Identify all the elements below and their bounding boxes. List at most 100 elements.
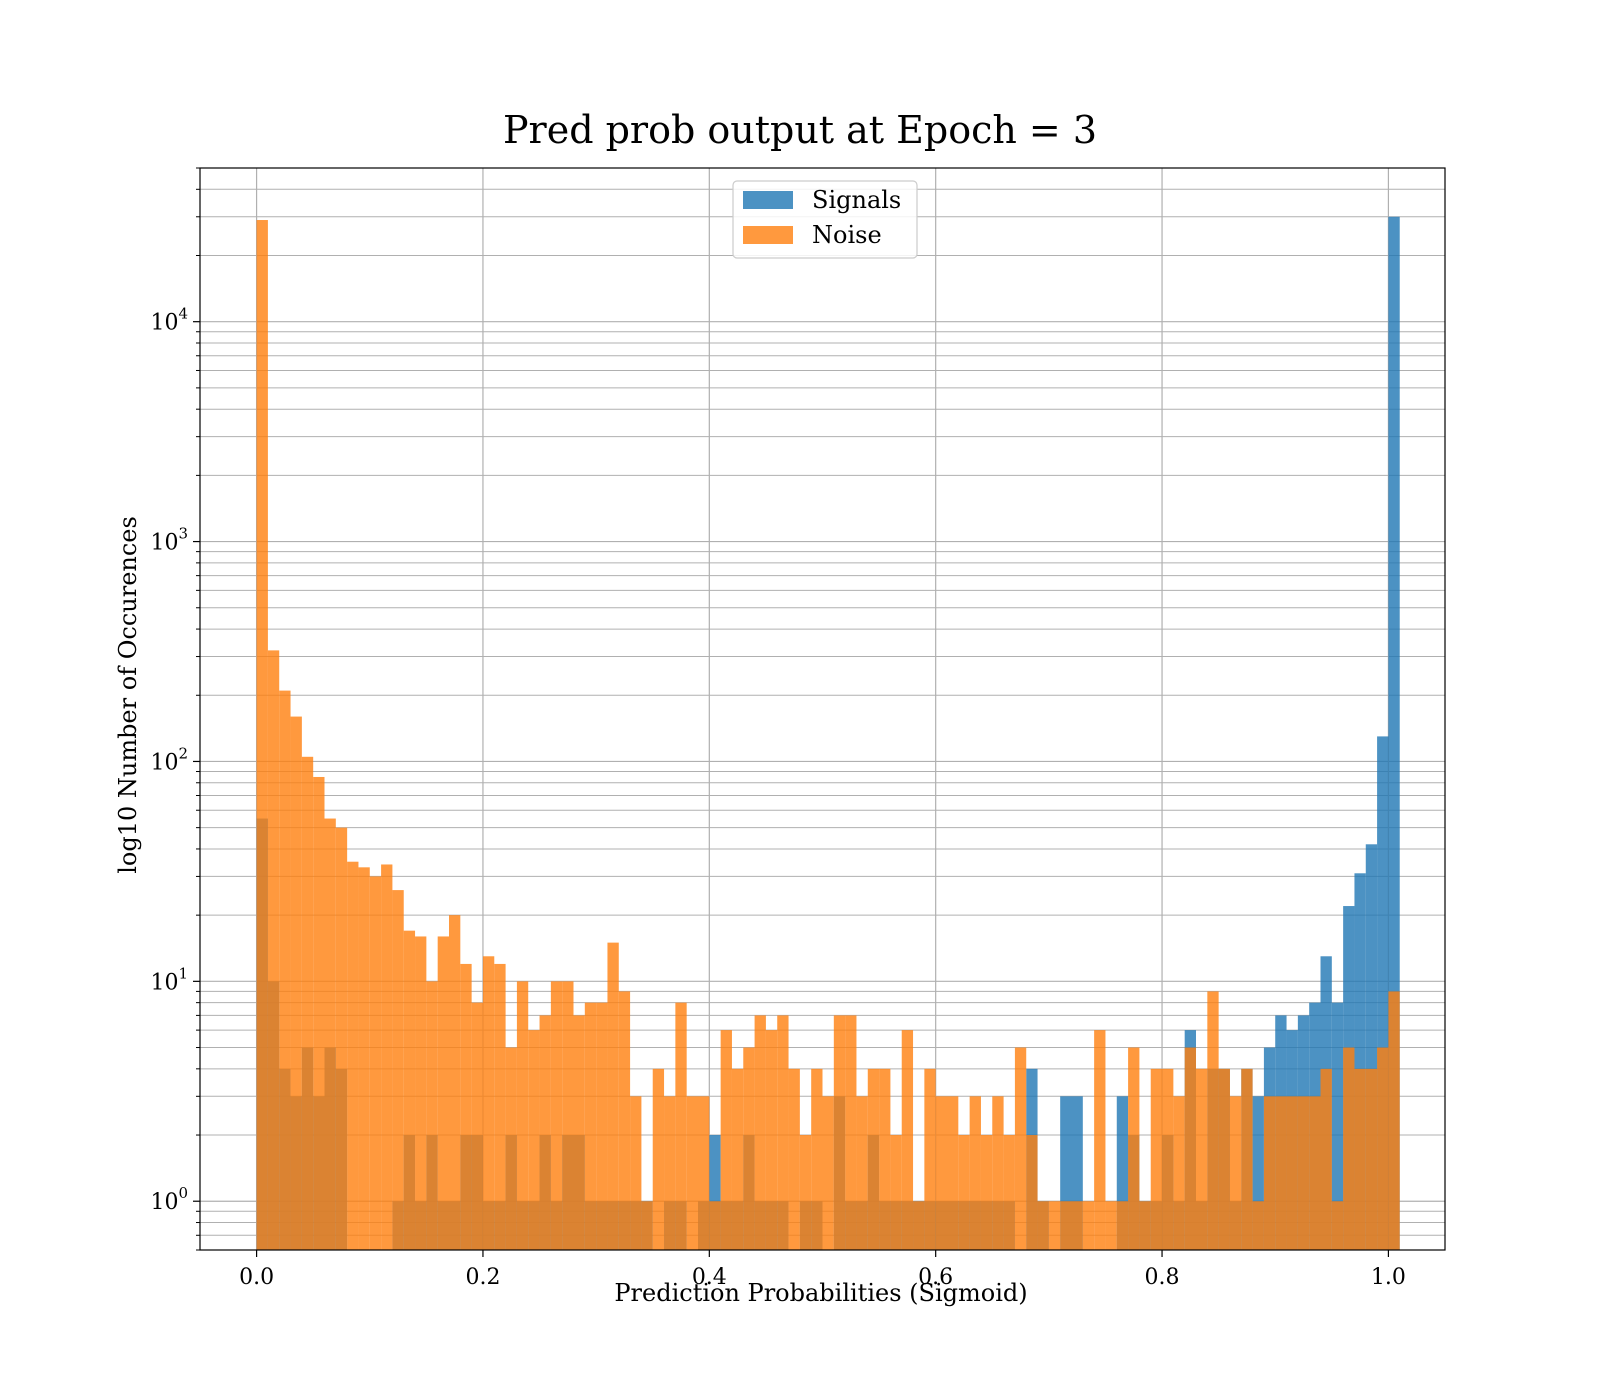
histogram-bar (1184, 1047, 1196, 1250)
histogram-bar (381, 864, 393, 1250)
histogram-bar (1343, 1047, 1355, 1250)
x-tick-label: 0.0 (239, 1265, 274, 1290)
histogram-bar (505, 1047, 517, 1250)
histogram-bar (969, 1096, 981, 1250)
histogram-bar (335, 827, 348, 1250)
histogram-bar (618, 991, 631, 1250)
histogram-bar (777, 1015, 789, 1250)
histogram-bar (652, 1068, 665, 1250)
x-tick-label: 1.0 (1371, 1265, 1406, 1290)
histogram-bar (392, 890, 404, 1250)
histogram-bar (867, 1068, 880, 1250)
legend-swatch-signals (743, 191, 793, 209)
histogram-bar (675, 1002, 687, 1250)
histogram-bar (1173, 1096, 1185, 1250)
histogram-bar (279, 690, 291, 1250)
histogram-bar (1139, 1201, 1151, 1250)
histogram-bar (641, 1201, 653, 1250)
histogram-bar (267, 650, 280, 1250)
histogram-bar (460, 963, 472, 1250)
histogram-bar (596, 1002, 608, 1250)
histogram-bar (1252, 1201, 1264, 1250)
histogram-bar (1037, 1201, 1049, 1250)
histogram-bar (449, 915, 461, 1250)
histogram-bar (607, 942, 619, 1250)
histogram-bar (1026, 1135, 1038, 1250)
histogram-bar (845, 1015, 857, 1250)
histogram-bar (664, 1096, 676, 1250)
histogram-bar (471, 1002, 483, 1250)
histogram-bar (1071, 1201, 1083, 1250)
histogram-bar (833, 1015, 846, 1250)
histogram-bar (720, 1030, 732, 1250)
histogram-bar (494, 963, 506, 1250)
histogram-bar (1365, 1068, 1378, 1250)
histogram-bar (822, 1096, 834, 1250)
histogram-bar (1286, 1096, 1298, 1250)
histogram-bar (1377, 736, 1389, 1250)
y-tick-label: 104 (150, 305, 188, 336)
ticks-layer: 0.0 0.2 0.4 0.6 0.8 1.0 100 101 102 103 104 (150, 167, 1406, 1290)
y-axis-label: log10 Number of Occurences (114, 516, 142, 874)
histogram-bar (992, 1096, 1004, 1250)
histogram-bar (1128, 1047, 1140, 1250)
histogram-bar (1229, 1096, 1242, 1250)
x-tick-label: 0.2 (465, 1265, 500, 1290)
histogram-bar (1196, 1068, 1208, 1250)
histogram-bar (301, 756, 314, 1250)
histogram-bar (1060, 1201, 1072, 1250)
y-tick-label: 101 (150, 964, 188, 995)
histogram-bar (1048, 1201, 1061, 1250)
histogram-bar (290, 716, 302, 1250)
histogram-bar (347, 861, 359, 1250)
histogram-bar (1388, 991, 1400, 1250)
histogram-bar (1014, 1047, 1027, 1250)
x-tick-label: 0.4 (692, 1265, 727, 1290)
histogram-bar (1297, 1096, 1310, 1250)
histogram-bar (788, 1068, 800, 1250)
legend-label-noise: Noise (812, 221, 882, 249)
histogram-bar (799, 1135, 812, 1250)
histogram-bar (731, 1068, 744, 1250)
histogram-bar (879, 1068, 891, 1250)
histogram-bar (935, 1096, 947, 1250)
x-axis-label: Prediction Probabilities (Sigmoid) (614, 1279, 1027, 1307)
histogram-bar (482, 956, 495, 1250)
chart-title: Pred prob output at Epoch = 3 (503, 108, 1097, 152)
histogram-bar (1094, 1030, 1106, 1250)
histogram-bar (256, 220, 268, 1250)
histogram-bar (1365, 844, 1378, 1250)
histogram-bar (709, 1135, 721, 1250)
histogram-bar (980, 1135, 993, 1250)
noise-bars (256, 220, 1400, 1250)
histogram-bar (765, 1030, 778, 1250)
histogram-bar (1331, 1201, 1344, 1250)
histogram-bar (573, 1015, 585, 1250)
histogram-bar (686, 1096, 698, 1250)
histogram-bar (709, 1201, 721, 1250)
histogram-bar (516, 981, 529, 1250)
histogram-bar (313, 776, 325, 1250)
histogram-bar (1354, 873, 1366, 1250)
histogram-bar (1162, 1068, 1174, 1250)
legend-swatch-noise (743, 226, 793, 244)
histogram-bar (1377, 1047, 1389, 1250)
y-tick-label: 100 (150, 1184, 188, 1215)
histogram-bar (1252, 1096, 1264, 1250)
histogram-bar (437, 936, 449, 1250)
histogram-bar (743, 1047, 755, 1250)
histogram-bar (698, 1096, 710, 1250)
histogram-bar (1218, 1068, 1230, 1250)
histogram-bar (539, 1015, 551, 1250)
histogram-bar (856, 1096, 868, 1250)
histogram-bar (1105, 1201, 1117, 1250)
histogram-bar (1060, 1096, 1072, 1250)
histogram-bar (550, 981, 563, 1250)
histogram-bar (890, 1135, 902, 1250)
histogram-bar (415, 936, 427, 1250)
histogram-bar (1207, 991, 1219, 1250)
x-tick-label: 0.6 (918, 1265, 953, 1290)
histogram-bar (1150, 1068, 1163, 1250)
histogram-bar (1388, 216, 1400, 1251)
